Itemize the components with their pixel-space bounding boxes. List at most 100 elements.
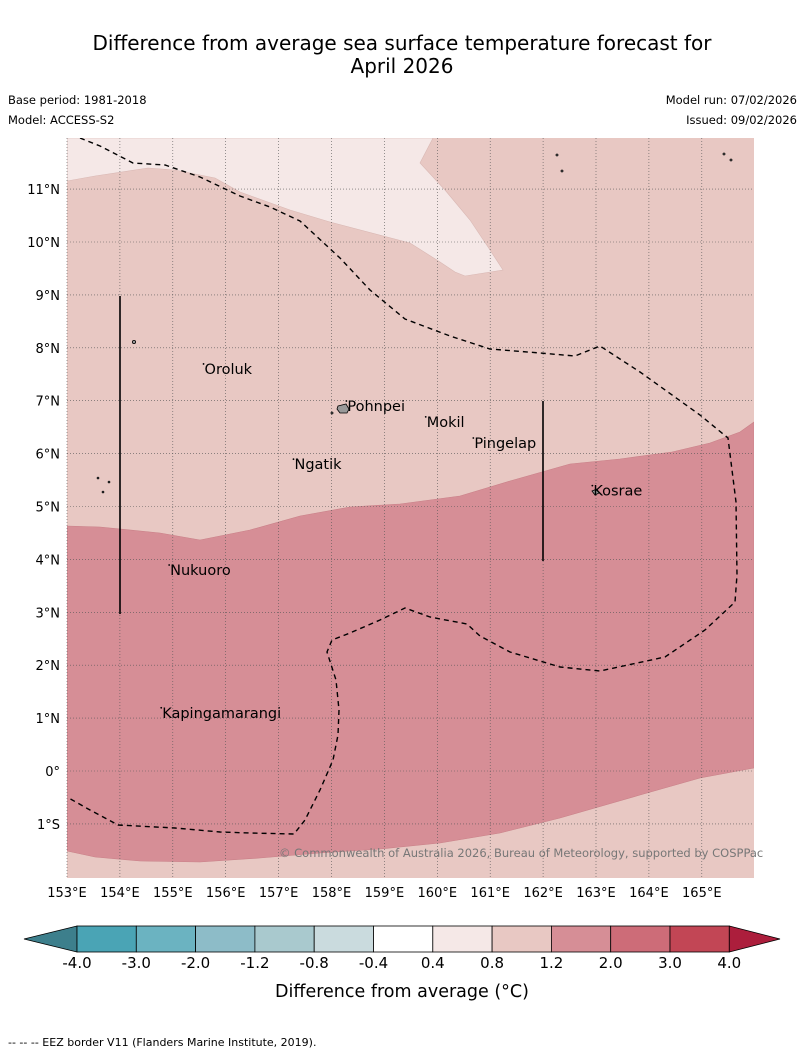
small-island <box>560 169 564 173</box>
small-island <box>131 339 136 344</box>
longitude-label: 157°E <box>259 886 299 901</box>
latitude-label: 6°N <box>36 448 61 463</box>
place-marker <box>160 706 163 709</box>
colorbar <box>23 925 781 953</box>
colorbar-label: Difference from average (°C) <box>275 982 529 1002</box>
colorbar-extend-high <box>728 925 781 953</box>
latitude-label: 4°N <box>36 553 61 568</box>
colorbar-segment <box>669 925 730 953</box>
latitude-label: 1°N <box>36 712 61 727</box>
latitude-label: 2°N <box>36 659 61 674</box>
colorbar-tick-label: -1.2 <box>240 954 269 972</box>
longitude-labels: 153°E 154°E 155°E 156°E 157°E 158°E 159°E 160°E… <box>47 886 721 901</box>
anomaly-band-0.4-0.8 <box>67 138 504 277</box>
colorbar-segment <box>313 925 374 953</box>
colorbar-tick-label: 0.8 <box>480 954 504 972</box>
copyright-text: © Commonwealth of Australia 2026, Bureau… <box>279 846 763 860</box>
place-marker <box>292 458 295 461</box>
colorbar-tick-label: 3.0 <box>658 954 682 972</box>
longitude-label: 154°E <box>100 886 140 901</box>
colorbar-segment <box>135 925 197 953</box>
small-island <box>107 480 111 484</box>
place-label: Kapingamarangi <box>162 706 281 722</box>
place-label: Ngatik <box>294 457 342 473</box>
latitude-label: 3°N <box>36 606 61 621</box>
latitude-label: 9°N <box>36 289 61 304</box>
latitude-label: 8°N <box>36 342 61 357</box>
colorbar-segment <box>491 925 552 953</box>
title-line-1: Difference from average sea surface temp… <box>92 31 712 55</box>
longitude-label: 155°E <box>153 886 193 901</box>
latitude-label: 5°N <box>36 501 61 516</box>
colorbar-tick-label: -0.4 <box>359 954 388 972</box>
issued-date: Issued: 09/02/2026 <box>686 113 797 127</box>
small-island <box>555 153 559 157</box>
colorbar-segment <box>432 925 493 953</box>
anomaly-band-1.2-2.0 <box>67 421 754 863</box>
colorbar-tick-label: -0.8 <box>300 954 329 972</box>
place-marker <box>345 400 348 402</box>
longitude-label: 156°E <box>206 886 246 901</box>
colorbar-segment <box>254 925 315 953</box>
colorbar-segment <box>195 925 256 953</box>
colorbar-segment <box>551 925 612 953</box>
small-island <box>330 411 334 415</box>
place-marker <box>168 564 171 566</box>
place-label: Pohnpei <box>347 399 405 415</box>
place-label: Pingelap <box>474 436 536 452</box>
longitude-label: 164°E <box>629 886 669 901</box>
place-marker <box>202 363 205 365</box>
pohnpei-island <box>336 403 350 414</box>
colorbar-tick-label: 1.2 <box>539 954 563 972</box>
place-label: Oroluk <box>205 362 253 378</box>
latitude-label: 7°N <box>36 395 61 410</box>
latitude-label: 1°S <box>37 818 60 833</box>
longitude-label: 153°E <box>47 886 87 901</box>
colorbar-segment <box>373 925 434 953</box>
colorbar-tick-labels: -4.0 -3.0 -2.0 -1.2 -0.8 -0.4 0.4 0.8 1.2 2.0 3.0 4… <box>62 954 741 972</box>
model-name: Model: ACCESS-S2 <box>8 113 115 127</box>
longitude-label: 161°E <box>470 886 510 901</box>
small-island <box>101 490 105 494</box>
place-marker <box>424 415 427 418</box>
eez-north <box>67 138 738 835</box>
small-island <box>96 476 100 480</box>
chart-title: Difference from average sea surface temp… <box>0 32 804 78</box>
colorbar-segment <box>76 925 137 953</box>
latitude-labels: 11°N 10°N 9°N 8°N 7°N 6°N 5°N 4°N 3°N 2°N 1°N 0° 1°S <box>27 183 60 833</box>
place-label: Mokil <box>427 415 465 431</box>
colorbar-segment <box>610 925 671 953</box>
title-line-2: April 2026 <box>350 54 454 78</box>
place-marker <box>472 437 475 439</box>
longitude-label: 163°E <box>576 886 616 901</box>
place-labels: Oroluk Pohnpei Mokil Pingelap Ngatik Kosrae Nu… <box>160 362 642 722</box>
longitude-label: 160°E <box>418 886 458 901</box>
longitude-label: 158°E <box>312 886 352 901</box>
place-label: Kosrae <box>593 484 642 500</box>
islands <box>96 152 733 496</box>
longitude-label: 159°E <box>365 886 405 901</box>
base-period: Base period: 1981-2018 <box>8 93 147 107</box>
kosrae-island <box>591 488 600 496</box>
forecast-map: © Commonwealth of Australia 2026, Bureau… <box>23 138 781 1002</box>
colorbar-tick-label: -4.0 <box>62 954 91 972</box>
longitude-label: 165°E <box>682 886 722 901</box>
latitude-label: 10°N <box>27 236 60 251</box>
small-island <box>722 152 726 156</box>
latitude-label: 0° <box>45 765 60 780</box>
eez-legend-note: -- -- -- EEZ border V11 (Flanders Marine… <box>8 1036 317 1049</box>
colorbar-tick-label: 4.0 <box>717 954 741 972</box>
colorbar-tick-label: -2.0 <box>181 954 210 972</box>
model-run: Model run: 07/02/2026 <box>665 93 797 107</box>
eez-borders <box>67 138 738 835</box>
place-label: Nukuoro <box>170 563 231 579</box>
colorbar-extend-low <box>23 925 78 953</box>
place-marker <box>591 484 594 487</box>
colorbar-tick-label: -3.0 <box>122 954 151 972</box>
colorbar-tick-label: 0.4 <box>421 954 445 972</box>
colorbar-tick-label: 2.0 <box>599 954 623 972</box>
longitude-label: 162°E <box>523 886 563 901</box>
map-area <box>67 138 754 878</box>
latitude-label: 11°N <box>27 183 60 198</box>
small-island <box>729 158 733 162</box>
